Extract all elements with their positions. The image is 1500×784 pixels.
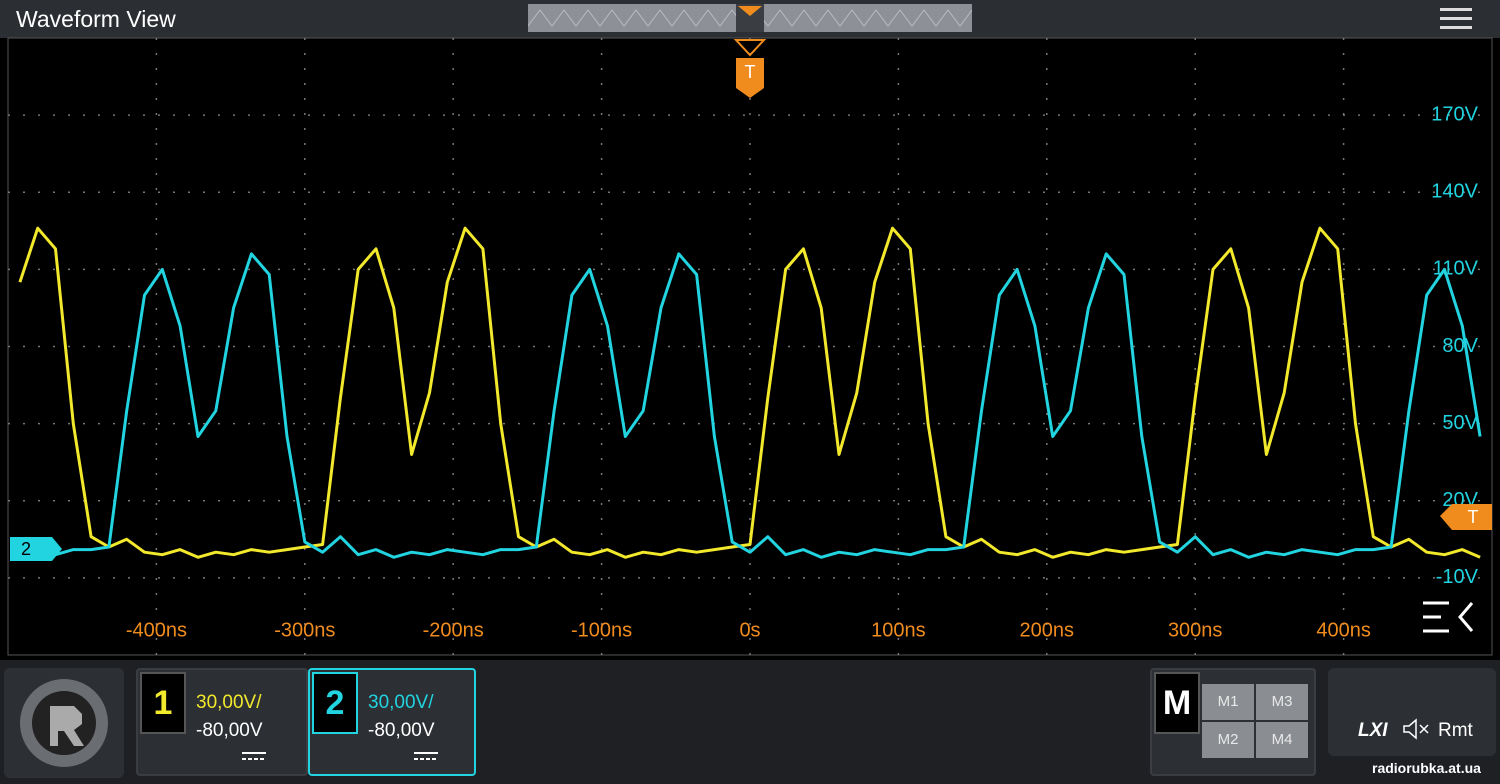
x-tick-label: 100ns [871, 619, 926, 641]
x-tick-label: 300ns [1168, 619, 1223, 641]
overview-bar [528, 4, 972, 32]
channel-scale: 30,00V/ [368, 692, 434, 713]
menu-button[interactable] [1440, 8, 1472, 30]
channel-1-box[interactable]: 1 30,00V/ -80,00V [136, 668, 308, 776]
y-tick-label: 50V [1442, 412, 1478, 434]
window-title: Waveform View [16, 6, 176, 32]
lxi-status: LXI [1358, 720, 1388, 741]
channel-number: 1 [140, 672, 186, 734]
trigger-marker-label: T [745, 62, 756, 82]
channel-number: 2 [312, 672, 358, 734]
x-tick-label: -200ns [423, 619, 484, 641]
trigger-position [733, 39, 767, 57]
channel-scale: 30,00V/ [196, 692, 262, 713]
header: Waveform View [0, 0, 1500, 38]
x-tick-label: -100ns [571, 619, 632, 641]
trigger-level-label: T [1468, 507, 1479, 527]
x-tick-label: 0s [739, 619, 760, 641]
channel-offset: -80,00V [368, 720, 435, 741]
math-slot[interactable]: M4 [1256, 722, 1308, 758]
trigger-marker-shape [736, 58, 764, 98]
watermark: radiorubka.at.ua [1372, 760, 1481, 776]
coupling-icon [414, 752, 438, 760]
bottom-bar: 1 30,00V/ -80,00V 2 30,00V/ -80,00V M M1… [0, 660, 1500, 784]
menu-logo[interactable] [4, 668, 124, 778]
channel-marker: 2 [10, 537, 62, 561]
trigger-level-shape [1440, 504, 1492, 530]
math-box[interactable]: M M1 M3 M2 M4 [1150, 668, 1316, 776]
side-menu-icon [1423, 601, 1474, 633]
side-menu-button[interactable] [1423, 601, 1474, 633]
math-slot[interactable]: M2 [1202, 722, 1254, 758]
x-tick-label: 400ns [1316, 619, 1371, 641]
y-tick-label: 170V [1431, 103, 1478, 125]
x-tick-label: -300ns [274, 619, 335, 641]
math-slot[interactable]: M3 [1256, 684, 1308, 720]
remote-status: Rmt [1438, 720, 1473, 741]
mute-icon [1403, 718, 1429, 740]
y-tick-label: 110V [1433, 258, 1479, 280]
y-tick-label: 80V [1442, 335, 1478, 357]
coupling-icon [242, 752, 266, 760]
waveform [18, 226, 1481, 559]
x-tick-label: -400ns [126, 619, 187, 641]
math-slot[interactable]: M1 [1202, 684, 1254, 720]
waveform [19, 252, 1482, 559]
channel-offset: -80,00V [196, 720, 263, 741]
math-label: M [1154, 672, 1200, 734]
x-tick-label: 200ns [1020, 619, 1075, 641]
status-panel: LXI Rmt [1328, 668, 1496, 756]
channel-2-box[interactable]: 2 30,00V/ -80,00V [308, 668, 476, 776]
y-tick-label: 140V [1431, 181, 1478, 203]
y-tick-label: -10V [1436, 566, 1479, 588]
channel-marker-label: 2 [21, 539, 31, 559]
channel-marker-shape [10, 537, 62, 561]
